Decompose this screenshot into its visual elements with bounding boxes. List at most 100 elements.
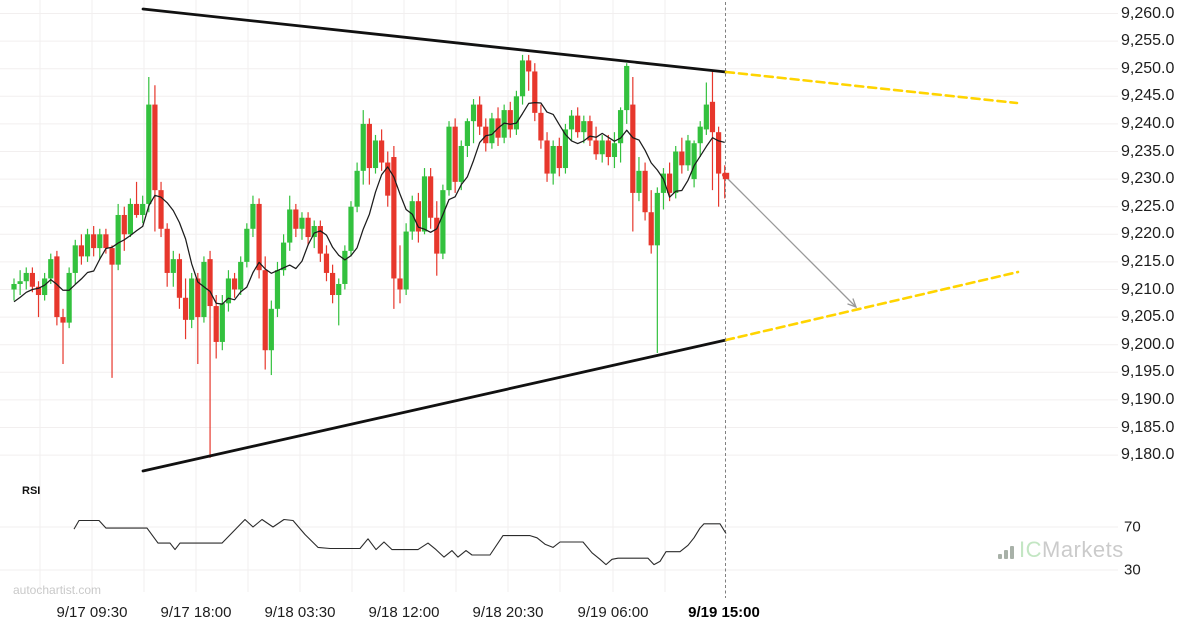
candle-body [446,126,452,191]
candle-body [109,248,115,265]
candle-body [556,145,562,169]
candle-body [91,234,97,249]
candle-body [642,170,648,213]
price-axis-label: 9,250.0 [1121,59,1175,77]
candle-body [103,234,109,249]
candle-body [305,217,311,238]
candle-body [164,228,170,273]
price-axis-label: 9,225.0 [1121,197,1175,215]
time-axis-label: 9/19 06:00 [577,604,649,621]
price-axis-label: 9,255.0 [1121,32,1175,50]
candle-body [544,140,550,174]
candle-body [317,226,323,254]
candle-body [54,256,60,318]
rsi-level-label: 30 [1124,561,1141,579]
candle-body [716,132,722,174]
candle-body [348,206,354,251]
price-axis-label: 9,215.0 [1121,252,1175,270]
candle-body [452,126,458,182]
candle-body [421,176,428,232]
candle-body [372,140,379,169]
candle-body [66,272,72,323]
lower-trendline [141,338,728,473]
candle-body [636,170,642,193]
price-axis-label: 9,230.0 [1121,170,1175,188]
candle-body [507,110,513,130]
time-axis-label: 9/17 09:30 [56,604,128,621]
candle-body [409,201,415,232]
forecast-arrowhead [847,298,858,309]
candle-body [287,209,293,243]
candle-body [673,151,679,193]
candle-body [238,261,244,290]
candle-body [624,65,630,111]
candle-body [29,272,35,287]
price-axis-label: 9,240.0 [1121,114,1175,132]
candle-body [562,129,569,169]
candle-body [611,143,618,158]
candle-body [42,278,48,296]
candle-body [78,245,84,257]
candle-body [568,115,575,130]
forecast-arrow [726,177,857,308]
candle-body [201,261,207,318]
candle-body [140,203,146,215]
bar-chart-icon [998,546,1016,559]
candle-body [630,104,636,193]
time-axis-label: 9/19 15:00 [688,604,760,621]
candle-body [691,143,697,180]
candle-body [391,157,397,279]
rsi-panel-title: RSI [22,485,41,497]
candle-body [513,96,520,130]
time-axis-label: 9/17 18:00 [160,604,232,621]
candle-body [440,190,446,254]
candle-body [158,190,164,229]
candle-body [379,140,385,163]
logo-ic-text: IC [1019,537,1042,562]
candle-body [434,217,440,254]
time-axis-label: 9/18 03:30 [264,604,336,621]
candle-body [519,60,526,97]
logo-markets-text: Markets [1042,537,1124,562]
candle-body [176,259,183,298]
candle-body [182,297,189,320]
candle-body [654,192,660,246]
candle-body [170,259,176,273]
candle-body [225,278,232,304]
candle-body [470,104,477,122]
autochartist-watermark: autochartist.com [13,583,102,597]
candle-body [354,170,360,207]
candle-body [538,112,544,141]
candle-body [685,140,691,166]
candle-body [428,176,434,218]
candle-body [575,115,581,133]
candle-body [213,306,219,342]
price-axis-label: 9,205.0 [1121,308,1175,326]
candle-body [280,242,287,271]
price-axis-label: 9,180.0 [1121,446,1175,464]
candle-body [526,60,532,72]
candle-body [532,71,538,113]
candle-body [256,203,262,271]
candle-body [679,151,685,166]
candle-body [581,121,587,133]
lower-forecast-dashed-line [724,270,1020,342]
candle-body [231,278,238,290]
candle-body [97,234,103,249]
moving-average-line [13,101,725,305]
upper-forecast-dashed-line [724,70,1019,105]
candle-body [48,259,54,279]
price-axis-label: 9,210.0 [1121,280,1175,298]
price-axis-label: 9,200.0 [1121,335,1175,353]
candle-body [458,145,464,182]
price-axis-label: 9,195.0 [1121,363,1175,381]
price-axis-label: 9,235.0 [1121,142,1175,160]
candle-body [146,104,152,204]
candle-body [115,214,121,265]
candle-body [483,126,489,144]
price-axis-label: 9,220.0 [1121,225,1175,243]
candle-body [336,283,342,296]
candle-body [207,259,213,307]
candle-body [697,126,703,144]
